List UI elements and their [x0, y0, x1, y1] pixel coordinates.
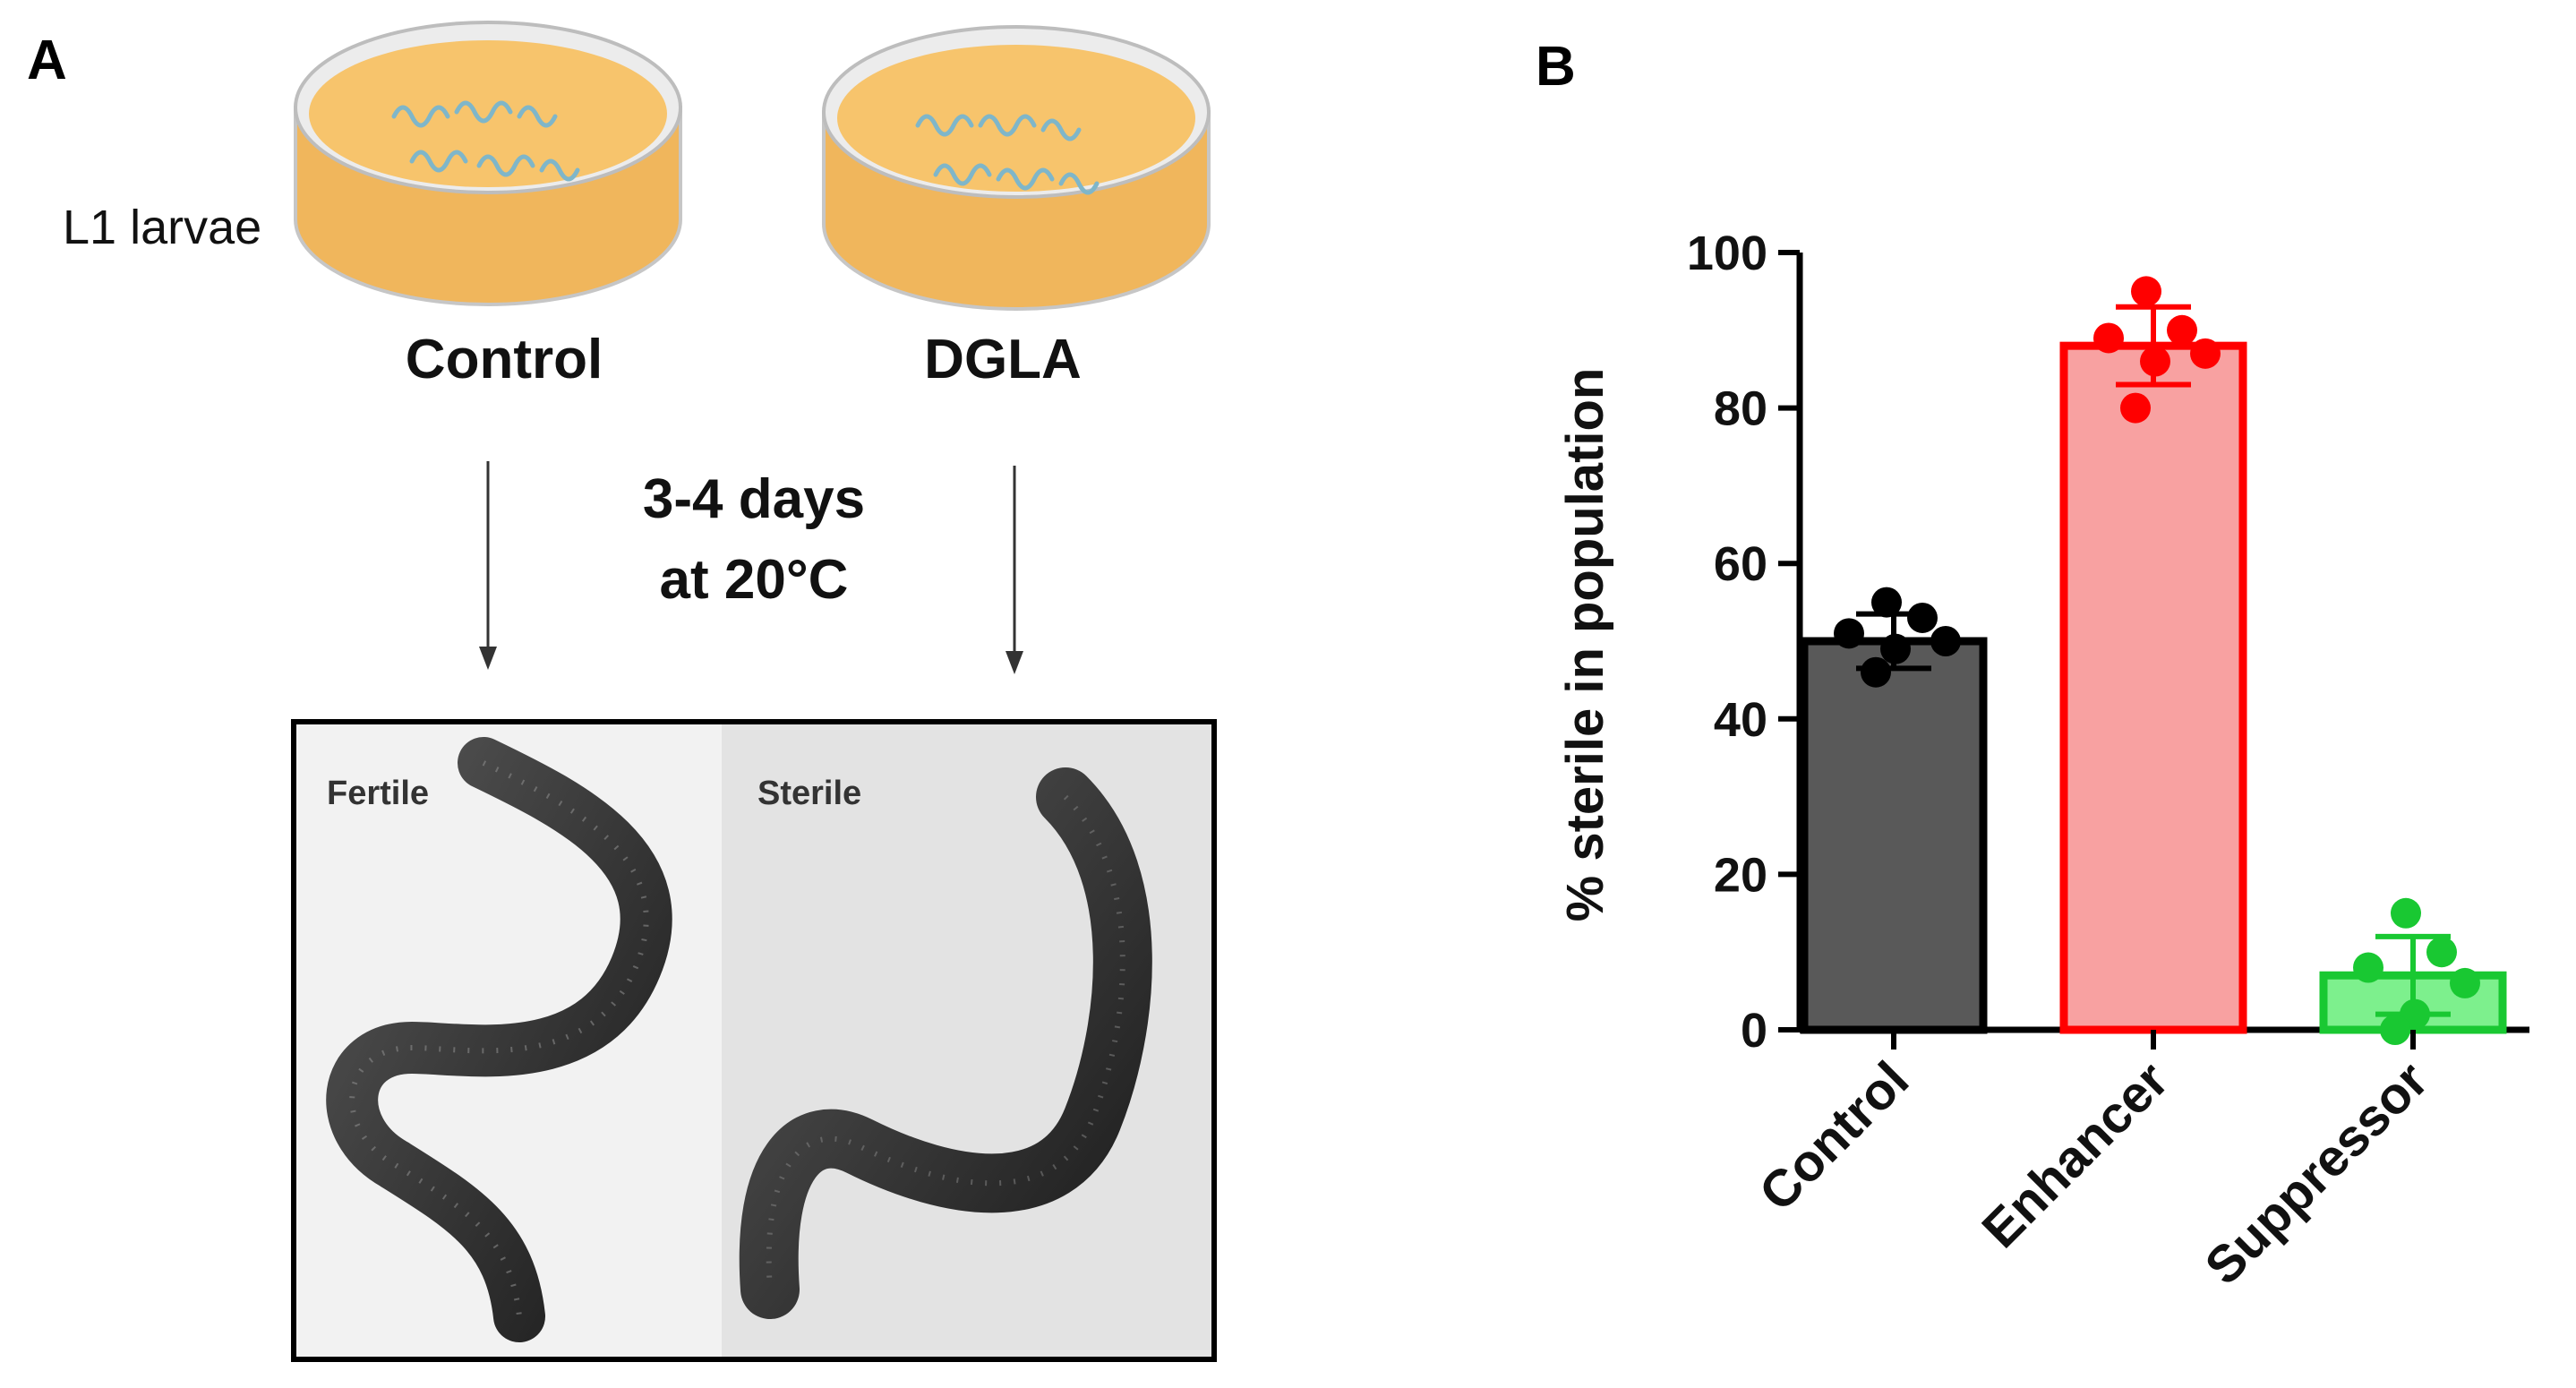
data-point-control: [1880, 633, 1911, 664]
data-point-suppressor: [2380, 1015, 2410, 1045]
category-label-control: Control: [1748, 1050, 1920, 1222]
stage-label: L1 larvae: [63, 201, 261, 254]
y-tick-label: 100: [1687, 227, 1767, 280]
incubation-line-2: at 20°C: [660, 549, 849, 611]
fertile-worm: [326, 737, 672, 1342]
data-point-suppressor: [2426, 937, 2457, 968]
category-label-suppressor: Suppressor: [2194, 1050, 2439, 1296]
data-point-enhancer: [2140, 346, 2170, 377]
data-point-control: [1930, 626, 1961, 656]
right-down-arrow: [1006, 466, 1023, 674]
panel-b-letter: B: [1536, 36, 1576, 98]
bar-enhancer: [2059, 341, 2247, 1034]
y-tick-label: 80: [1714, 382, 1767, 436]
data-point-control: [1871, 587, 1902, 618]
category-label-enhancer: Enhancer: [1971, 1050, 2179, 1259]
data-point-enhancer: [2167, 314, 2197, 346]
data-point-enhancer: [2120, 392, 2151, 424]
sterile-label: Sterile: [757, 775, 861, 812]
worm-micrograph: [291, 719, 1217, 1362]
data-point-control: [1907, 602, 1938, 633]
data-point-control: [1861, 656, 1891, 688]
dish-left-label: Control: [406, 329, 603, 390]
data-point-suppressor: [2391, 897, 2421, 929]
left-down-arrow: [479, 461, 497, 670]
sterility-bar-chart: 0 20 40 60 80 100 Control Enhancer Suppressor: [1687, 227, 2529, 1296]
panel-a-letter: A: [27, 30, 67, 91]
data-point-enhancer: [2131, 276, 2161, 307]
incubation-line-1: 3-4 days: [643, 468, 865, 530]
y-tick-label: 0: [1741, 1004, 1767, 1058]
dgla-petri-dish: [822, 25, 1211, 311]
control-petri-dish: [294, 21, 682, 306]
bar-control: [1800, 637, 1988, 1034]
y-tick-label: 60: [1714, 537, 1767, 591]
data-point-enhancer: [2093, 322, 2124, 354]
y-axis-title: % sterile in population: [1556, 368, 1614, 922]
dish-right-label: DGLA: [924, 329, 1082, 390]
larvae-icon: [391, 100, 580, 182]
data-point-suppressor: [2353, 952, 2383, 983]
data-point-control: [1834, 618, 1864, 649]
fertile-label: Fertile: [327, 775, 429, 812]
larvae-icon: [915, 114, 1100, 195]
data-point-suppressor: [2450, 967, 2480, 998]
data-point-enhancer: [2190, 338, 2221, 369]
y-tick-label: 40: [1714, 693, 1767, 747]
y-tick-label: 20: [1714, 848, 1767, 902]
